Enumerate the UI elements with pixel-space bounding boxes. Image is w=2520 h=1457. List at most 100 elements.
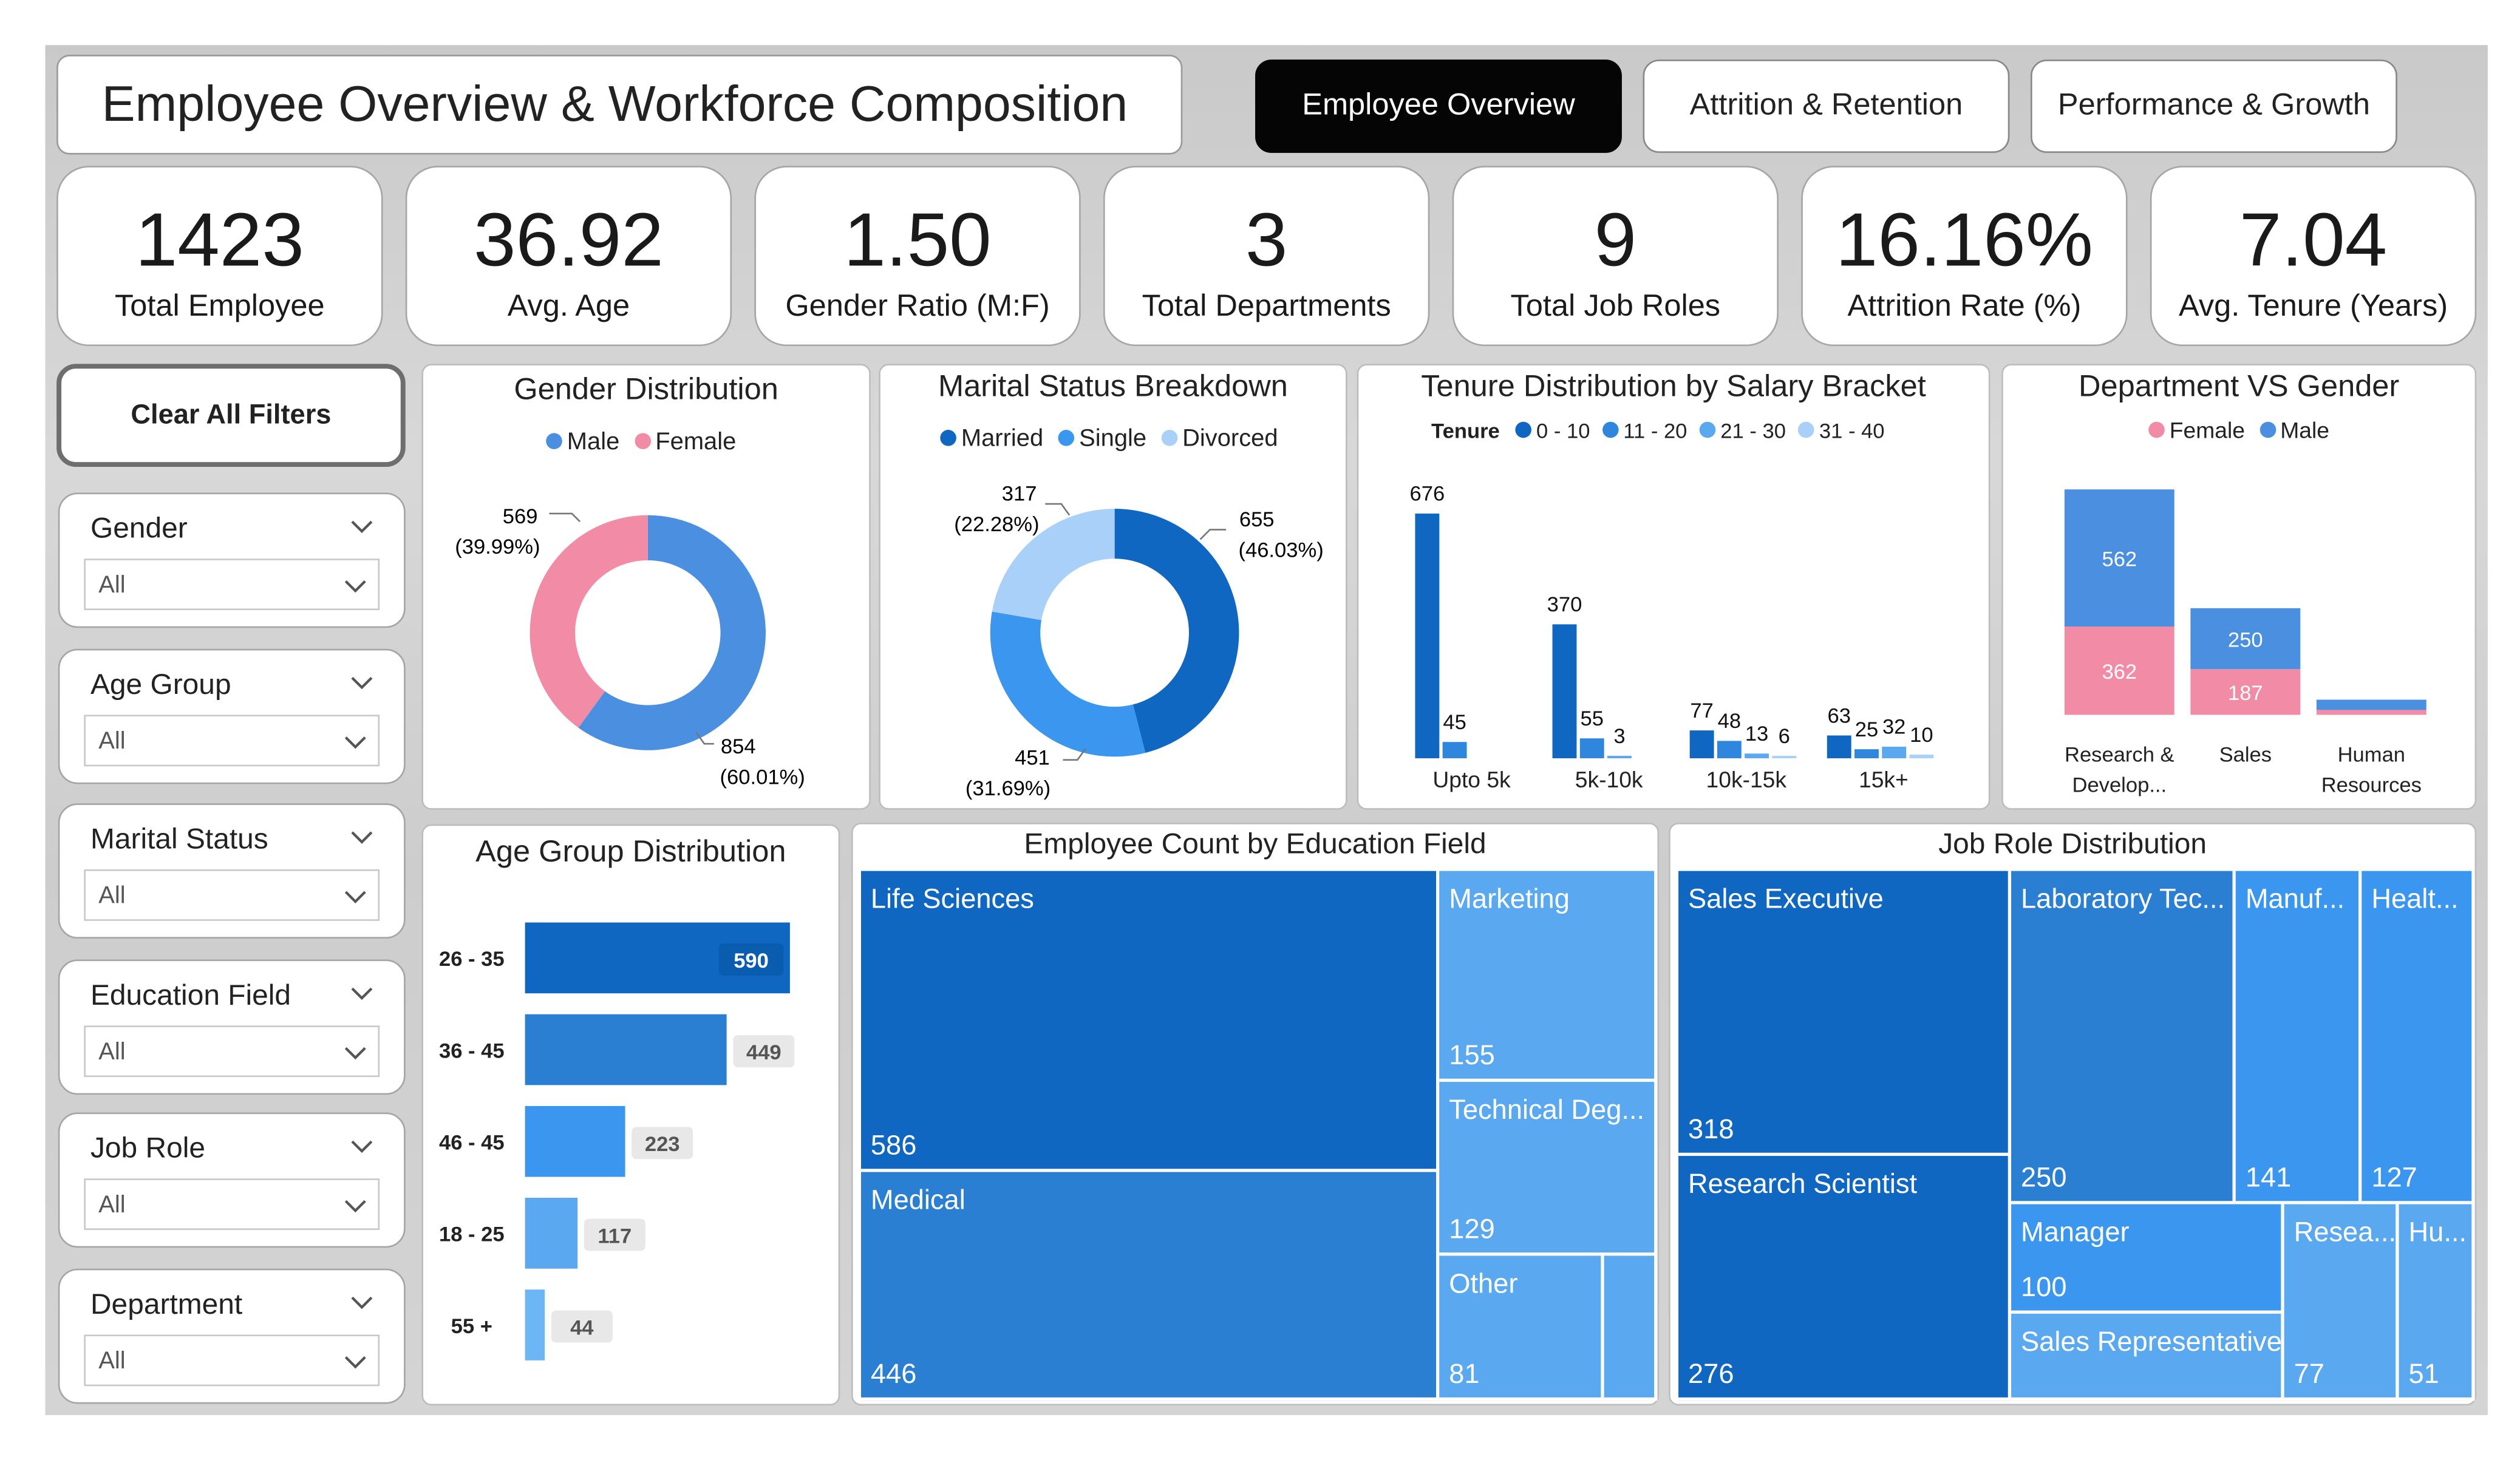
chevron-down-icon bbox=[344, 736, 366, 749]
slicer-dropdown[interactable]: All bbox=[84, 1334, 380, 1387]
tile-count: 141 bbox=[2245, 1162, 2292, 1194]
treemap-tile[interactable]: Manager 100 bbox=[2011, 1204, 2284, 1314]
segment-data-label: 562 bbox=[2102, 548, 2137, 571]
bar-data-label: 44 bbox=[570, 1316, 594, 1339]
kpi-label: Total Job Roles bbox=[1510, 290, 1721, 324]
chevron-down-icon[interactable] bbox=[349, 824, 375, 850]
chevron-path bbox=[344, 1356, 366, 1369]
legend-dot bbox=[1058, 430, 1075, 446]
chevron-down-icon[interactable] bbox=[349, 980, 375, 1006]
job-role-card: Job Role Distribution Sales Executive 318… bbox=[1669, 823, 2477, 1406]
kpi-label: Avg. Age bbox=[507, 290, 630, 324]
age-bar bbox=[525, 1014, 727, 1085]
nav-performance-growth-button[interactable]: Performance & Growth bbox=[2030, 59, 2397, 153]
chevron-down-icon bbox=[351, 520, 373, 534]
department-bar-svg: 362 562 Research & Develop... 187 250 Sales Hum… bbox=[2064, 489, 2426, 797]
kpi-card-attrition-rate: 16.16% Attrition Rate (%) bbox=[1801, 166, 2128, 347]
male-bar-segment bbox=[2316, 699, 2426, 710]
treemap-tile[interactable]: Life Sciences 586 bbox=[860, 871, 1440, 1172]
gender-distribution-card: Gender Distribution Male Female 569 (39.… bbox=[421, 364, 871, 810]
slicer-dropdown[interactable]: All bbox=[84, 715, 380, 767]
treemap-tile[interactable]: Marketing 155 bbox=[1439, 871, 1658, 1082]
tile-name: Manuf... bbox=[2245, 883, 2345, 915]
slice-label-pct: (46.03%) bbox=[1238, 539, 1323, 562]
data-label-box bbox=[733, 1035, 795, 1068]
slicer-dropdown[interactable]: All bbox=[84, 559, 380, 611]
chevron-down-icon[interactable] bbox=[349, 1133, 375, 1159]
legend-label: Married bbox=[961, 425, 1044, 453]
chart-legend: Female Male bbox=[2148, 417, 2329, 443]
slicer-dropdown[interactable]: All bbox=[84, 1178, 380, 1231]
chevron-down-icon bbox=[351, 676, 373, 690]
slice-label-pct: (31.69%) bbox=[965, 777, 1051, 800]
tile-count: 586 bbox=[870, 1130, 917, 1161]
slicer-value: All bbox=[98, 1347, 126, 1375]
slicer-value: All bbox=[98, 882, 126, 910]
legend-label: Divorced bbox=[1182, 425, 1278, 453]
slicer-value: All bbox=[98, 1038, 126, 1066]
legend-label: Female bbox=[655, 428, 737, 456]
treemap-tile[interactable]: Sales Executive 318 bbox=[1678, 871, 2012, 1156]
nav-attrition-retention-button[interactable]: Attrition & Retention bbox=[1643, 59, 2010, 153]
chevron-down-icon[interactable] bbox=[349, 514, 375, 539]
label-leader-line bbox=[1045, 503, 1071, 516]
bar-data-label: 13 bbox=[1745, 722, 1768, 745]
nav-employee-overview-button[interactable]: Employee Overview bbox=[1255, 59, 1622, 153]
chevron-down-icon bbox=[351, 1296, 373, 1309]
clear-all-filters-button[interactable]: Clear All Filters bbox=[56, 364, 406, 467]
treemap-tile[interactable]: Healt... 127 bbox=[2362, 871, 2475, 1204]
x-tick-label: Sales bbox=[2219, 743, 2272, 766]
bar-data-label: 55 bbox=[1580, 707, 1603, 730]
tile-name: Technical Deg... bbox=[1449, 1095, 1645, 1126]
slicer-label: Job Role bbox=[90, 1132, 205, 1164]
tile-name: Healt... bbox=[2371, 883, 2459, 915]
tile-count: 51 bbox=[2408, 1359, 2439, 1390]
slicer-value: All bbox=[98, 1191, 126, 1219]
treemap-tile[interactable]: Sales Representative bbox=[2011, 1313, 2284, 1401]
donut-slice-female bbox=[530, 515, 648, 728]
data-label-box bbox=[551, 1310, 613, 1343]
tile-count: 127 bbox=[2371, 1162, 2417, 1194]
chevron-down-icon[interactable] bbox=[349, 670, 375, 695]
tile-name: Research Scientist bbox=[1688, 1169, 1918, 1200]
kpi-card-avg-age: 36.92 Avg. Age bbox=[405, 166, 732, 347]
kpi-value: 1423 bbox=[135, 196, 304, 282]
kpi-value: 9 bbox=[1594, 196, 1637, 282]
label-leader-line bbox=[1199, 529, 1227, 540]
slicer-dropdown[interactable]: All bbox=[84, 869, 380, 921]
x-tick-label: Human bbox=[2338, 743, 2405, 766]
bar-data-label: 370 bbox=[1547, 593, 1582, 616]
bar-data-label: 590 bbox=[734, 949, 769, 973]
treemap-tile[interactable]: Resea... 77 bbox=[2284, 1204, 2399, 1401]
slice-label-value: 317 bbox=[1002, 483, 1037, 506]
bar-data-label: 48 bbox=[1718, 710, 1741, 733]
treemap-tile[interactable]: Research Scientist 276 bbox=[1678, 1156, 2012, 1401]
chevron-path bbox=[344, 1047, 366, 1060]
chart-legend: Married Single Divorced bbox=[940, 425, 1278, 452]
treemap-tile[interactable]: Hu... 51 bbox=[2399, 1204, 2475, 1401]
chevron-path bbox=[351, 520, 373, 534]
chevron-down-icon[interactable] bbox=[349, 1289, 375, 1315]
treemap-tile[interactable] bbox=[1604, 1255, 1658, 1401]
x-tick-label: 10k-15k bbox=[1706, 767, 1787, 792]
treemap-tile[interactable]: Medical 446 bbox=[860, 1172, 1440, 1401]
slice-label-value: 655 bbox=[1239, 508, 1275, 531]
tenure-bar bbox=[1745, 753, 1769, 759]
treemap-tile[interactable]: Other 81 bbox=[1439, 1255, 1604, 1401]
bar-data-label: 676 bbox=[1410, 483, 1445, 506]
legend-dot bbox=[1798, 421, 1814, 438]
treemap-tile[interactable]: Manuf... 141 bbox=[2235, 871, 2362, 1204]
age-bar-svg: 26 - 35 590 36 - 45 449 46 - 45 223 18 - 25 117… bbox=[439, 922, 795, 1360]
donut-slice-single bbox=[990, 611, 1146, 757]
chevron-down-icon bbox=[344, 891, 366, 904]
treemap-tile[interactable]: Technical Deg... 129 bbox=[1439, 1082, 1658, 1256]
tile-name: Sales Executive bbox=[1688, 883, 1884, 915]
slicer-dropdown[interactable]: All bbox=[84, 1025, 380, 1078]
tenure-bar bbox=[1607, 756, 1632, 759]
bar-data-label: 10 bbox=[1910, 724, 1933, 747]
treemap-tile[interactable]: Laboratory Tec... 250 bbox=[2011, 871, 2236, 1204]
bar-data-label: 25 bbox=[1855, 718, 1878, 741]
tile-count: 250 bbox=[2021, 1162, 2067, 1194]
